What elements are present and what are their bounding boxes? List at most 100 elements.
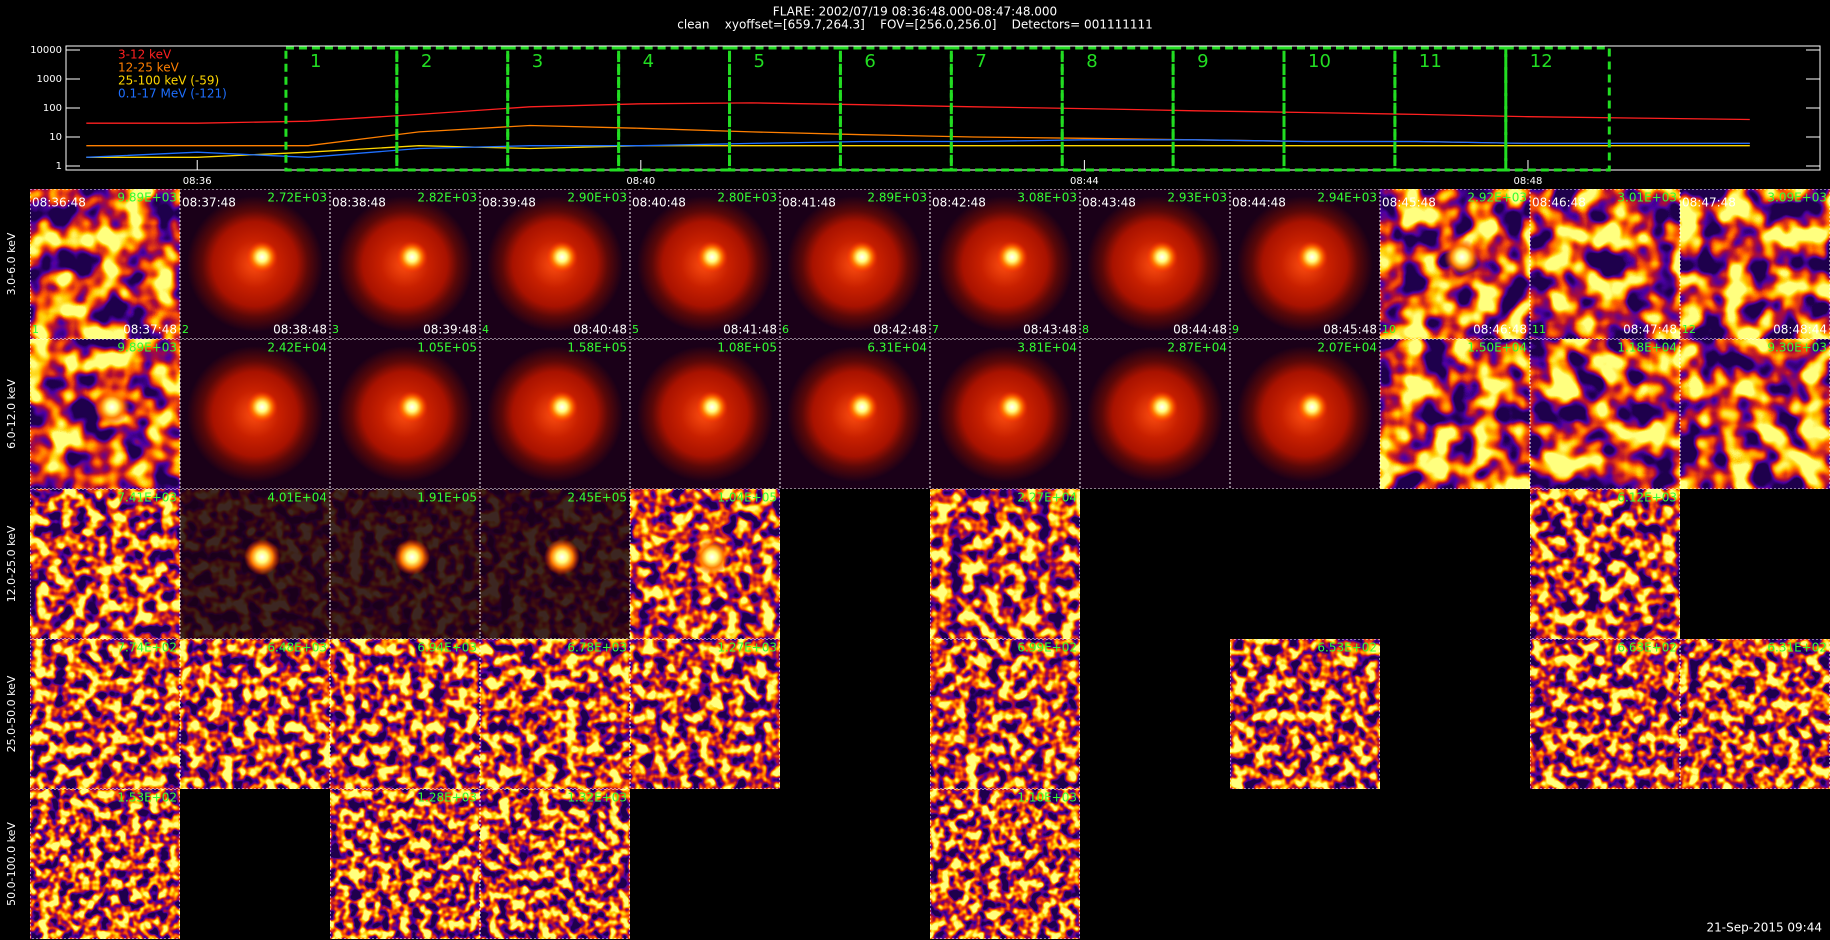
image-cell: 2.82E+03 08:38:48 08:39:48 3 xyxy=(330,189,480,339)
time-interval-label: 10 xyxy=(1308,51,1331,72)
max-value: 2.45E+05 xyxy=(567,491,627,505)
image-cell: 2.72E+03 08:37:48 08:38:48 2 xyxy=(180,189,330,339)
end-time: 08:39:48 xyxy=(423,323,477,337)
end-time: 08:38:48 xyxy=(273,323,327,337)
source-core xyxy=(1146,241,1178,273)
max-value: 2.89E+03 xyxy=(867,191,927,205)
image-noise xyxy=(630,639,780,789)
energy-band-label: 6.0-12.0 keV xyxy=(5,379,18,449)
cell-border xyxy=(180,189,330,339)
image-cell: 1.04E+05 xyxy=(630,489,780,639)
image-cell: 6.63E+02 xyxy=(1530,639,1680,789)
y-tick-label: 10000 xyxy=(30,45,62,56)
max-value: 6.48E+03 xyxy=(267,641,327,655)
max-value: 1.50E+04 xyxy=(1467,341,1527,355)
max-value: 7.41E+03 xyxy=(117,491,177,505)
image-cell: 1.27E+03 xyxy=(630,639,780,789)
image-index: 10 xyxy=(1382,323,1396,336)
cell-border xyxy=(780,189,930,339)
image-cell: 3.81E+04 xyxy=(930,339,1080,489)
cell-border xyxy=(480,639,630,789)
image-cell: 7.74E+02 xyxy=(30,639,180,789)
max-value: 6.12E+03 xyxy=(1617,491,1677,505)
image-index: 5 xyxy=(632,323,639,336)
max-value: 1.53E+02 xyxy=(117,791,177,805)
image-cell: 9.89E+03 08:36:48 08:37:48 1 xyxy=(30,189,180,339)
image-cell: 1.50E+04 xyxy=(1380,339,1530,489)
max-value: 3.01E+03 xyxy=(1617,191,1677,205)
image-cell: 2.94E+03 08:44:48 08:45:48 9 xyxy=(1230,189,1380,339)
max-value: 4.01E+04 xyxy=(267,491,327,505)
image-cell: 3.08E+03 08:42:48 08:43:48 7 xyxy=(930,189,1080,339)
time-interval-label: 5 xyxy=(754,51,765,72)
source-core xyxy=(694,539,730,575)
max-value: 2.07E+04 xyxy=(1317,341,1377,355)
start-time: 08:47:48 xyxy=(1682,196,1736,210)
image-index: 6 xyxy=(782,323,789,336)
image-noise xyxy=(1380,339,1530,489)
max-value: 6.99E+02 xyxy=(1017,641,1077,655)
image-noise xyxy=(30,639,180,789)
y-tick-label: 1000 xyxy=(37,74,62,85)
image-cell: 6.12E+03 xyxy=(1530,489,1680,639)
image-cell: 2.90E+03 08:39:48 08:40:48 4 xyxy=(480,189,630,339)
end-time: 08:37:48 xyxy=(123,323,177,337)
max-value: 9.89E+03 xyxy=(117,191,177,205)
cell-border xyxy=(930,789,1080,939)
image-cell: 3.09E+03 08:47:48 08:48:44 12 xyxy=(1680,189,1830,339)
image-cell: 1.32E+03 xyxy=(480,789,630,939)
image-index: 8 xyxy=(1082,323,1089,336)
cell-border xyxy=(30,789,180,939)
source-core xyxy=(396,241,428,273)
start-time: 08:40:48 xyxy=(632,196,686,210)
energy-band-label: 12.0-25.0 keV xyxy=(5,525,18,602)
image-noise xyxy=(930,489,1080,639)
cell-border xyxy=(480,489,630,639)
start-time: 08:36:48 xyxy=(32,196,86,210)
end-time: 08:47:48 xyxy=(1623,323,1677,337)
series-line xyxy=(86,145,1750,158)
legend-entry: 12-25 keV xyxy=(118,61,180,75)
start-time: 08:39:48 xyxy=(482,196,536,210)
subtitle: clean xyoffset=[659.7,264.3] FOV=[256.0,… xyxy=(677,18,1153,32)
image-noise xyxy=(480,639,630,789)
max-value: 6.78E+03 xyxy=(567,641,627,655)
y-tick-label: 10 xyxy=(49,132,62,143)
source-core xyxy=(546,391,578,423)
end-time: 08:48:44 xyxy=(1773,323,1827,337)
image-noise xyxy=(1230,639,1380,789)
max-value: 9.89E+03 xyxy=(117,341,177,355)
image-noise xyxy=(30,789,180,939)
image-cell: 6.48E+03 xyxy=(180,639,330,789)
source-core xyxy=(396,391,428,423)
legend-entry: 3-12 keV xyxy=(118,48,172,62)
energy-band-label: 25.0-50.0 keV xyxy=(5,675,18,752)
source-core xyxy=(996,391,1028,423)
image-noise xyxy=(1530,489,1680,639)
end-time: 08:42:48 xyxy=(873,323,927,337)
image-index: 3 xyxy=(332,323,339,336)
image-cell: 2.27E+04 xyxy=(930,489,1080,639)
footer-date: 21-Sep-2015 09:44 xyxy=(1707,921,1822,935)
cell-border xyxy=(930,189,1080,339)
cell-border xyxy=(30,189,180,339)
time-interval-label: 7 xyxy=(975,51,986,72)
max-value: 2.27E+04 xyxy=(1017,491,1077,505)
cell-border xyxy=(330,339,480,489)
y-tick-label: 1 xyxy=(56,161,62,172)
max-value: 1.58E+05 xyxy=(567,341,627,355)
max-value: 6.94E+03 xyxy=(417,641,477,655)
time-interval-box xyxy=(1504,46,1611,172)
max-value: 2.82E+03 xyxy=(417,191,477,205)
cell-border xyxy=(330,789,480,939)
source-core xyxy=(696,391,728,423)
start-time: 08:43:48 xyxy=(1082,196,1136,210)
image-index: 11 xyxy=(1532,323,1546,336)
source-core xyxy=(544,539,580,575)
image-noise xyxy=(1680,189,1830,339)
image-cell: 6.78E+03 xyxy=(480,639,630,789)
cell-border xyxy=(630,339,780,489)
max-value: 2.92E+03 xyxy=(1467,191,1527,205)
image-index: 1 xyxy=(32,323,39,336)
cell-border xyxy=(630,639,780,789)
